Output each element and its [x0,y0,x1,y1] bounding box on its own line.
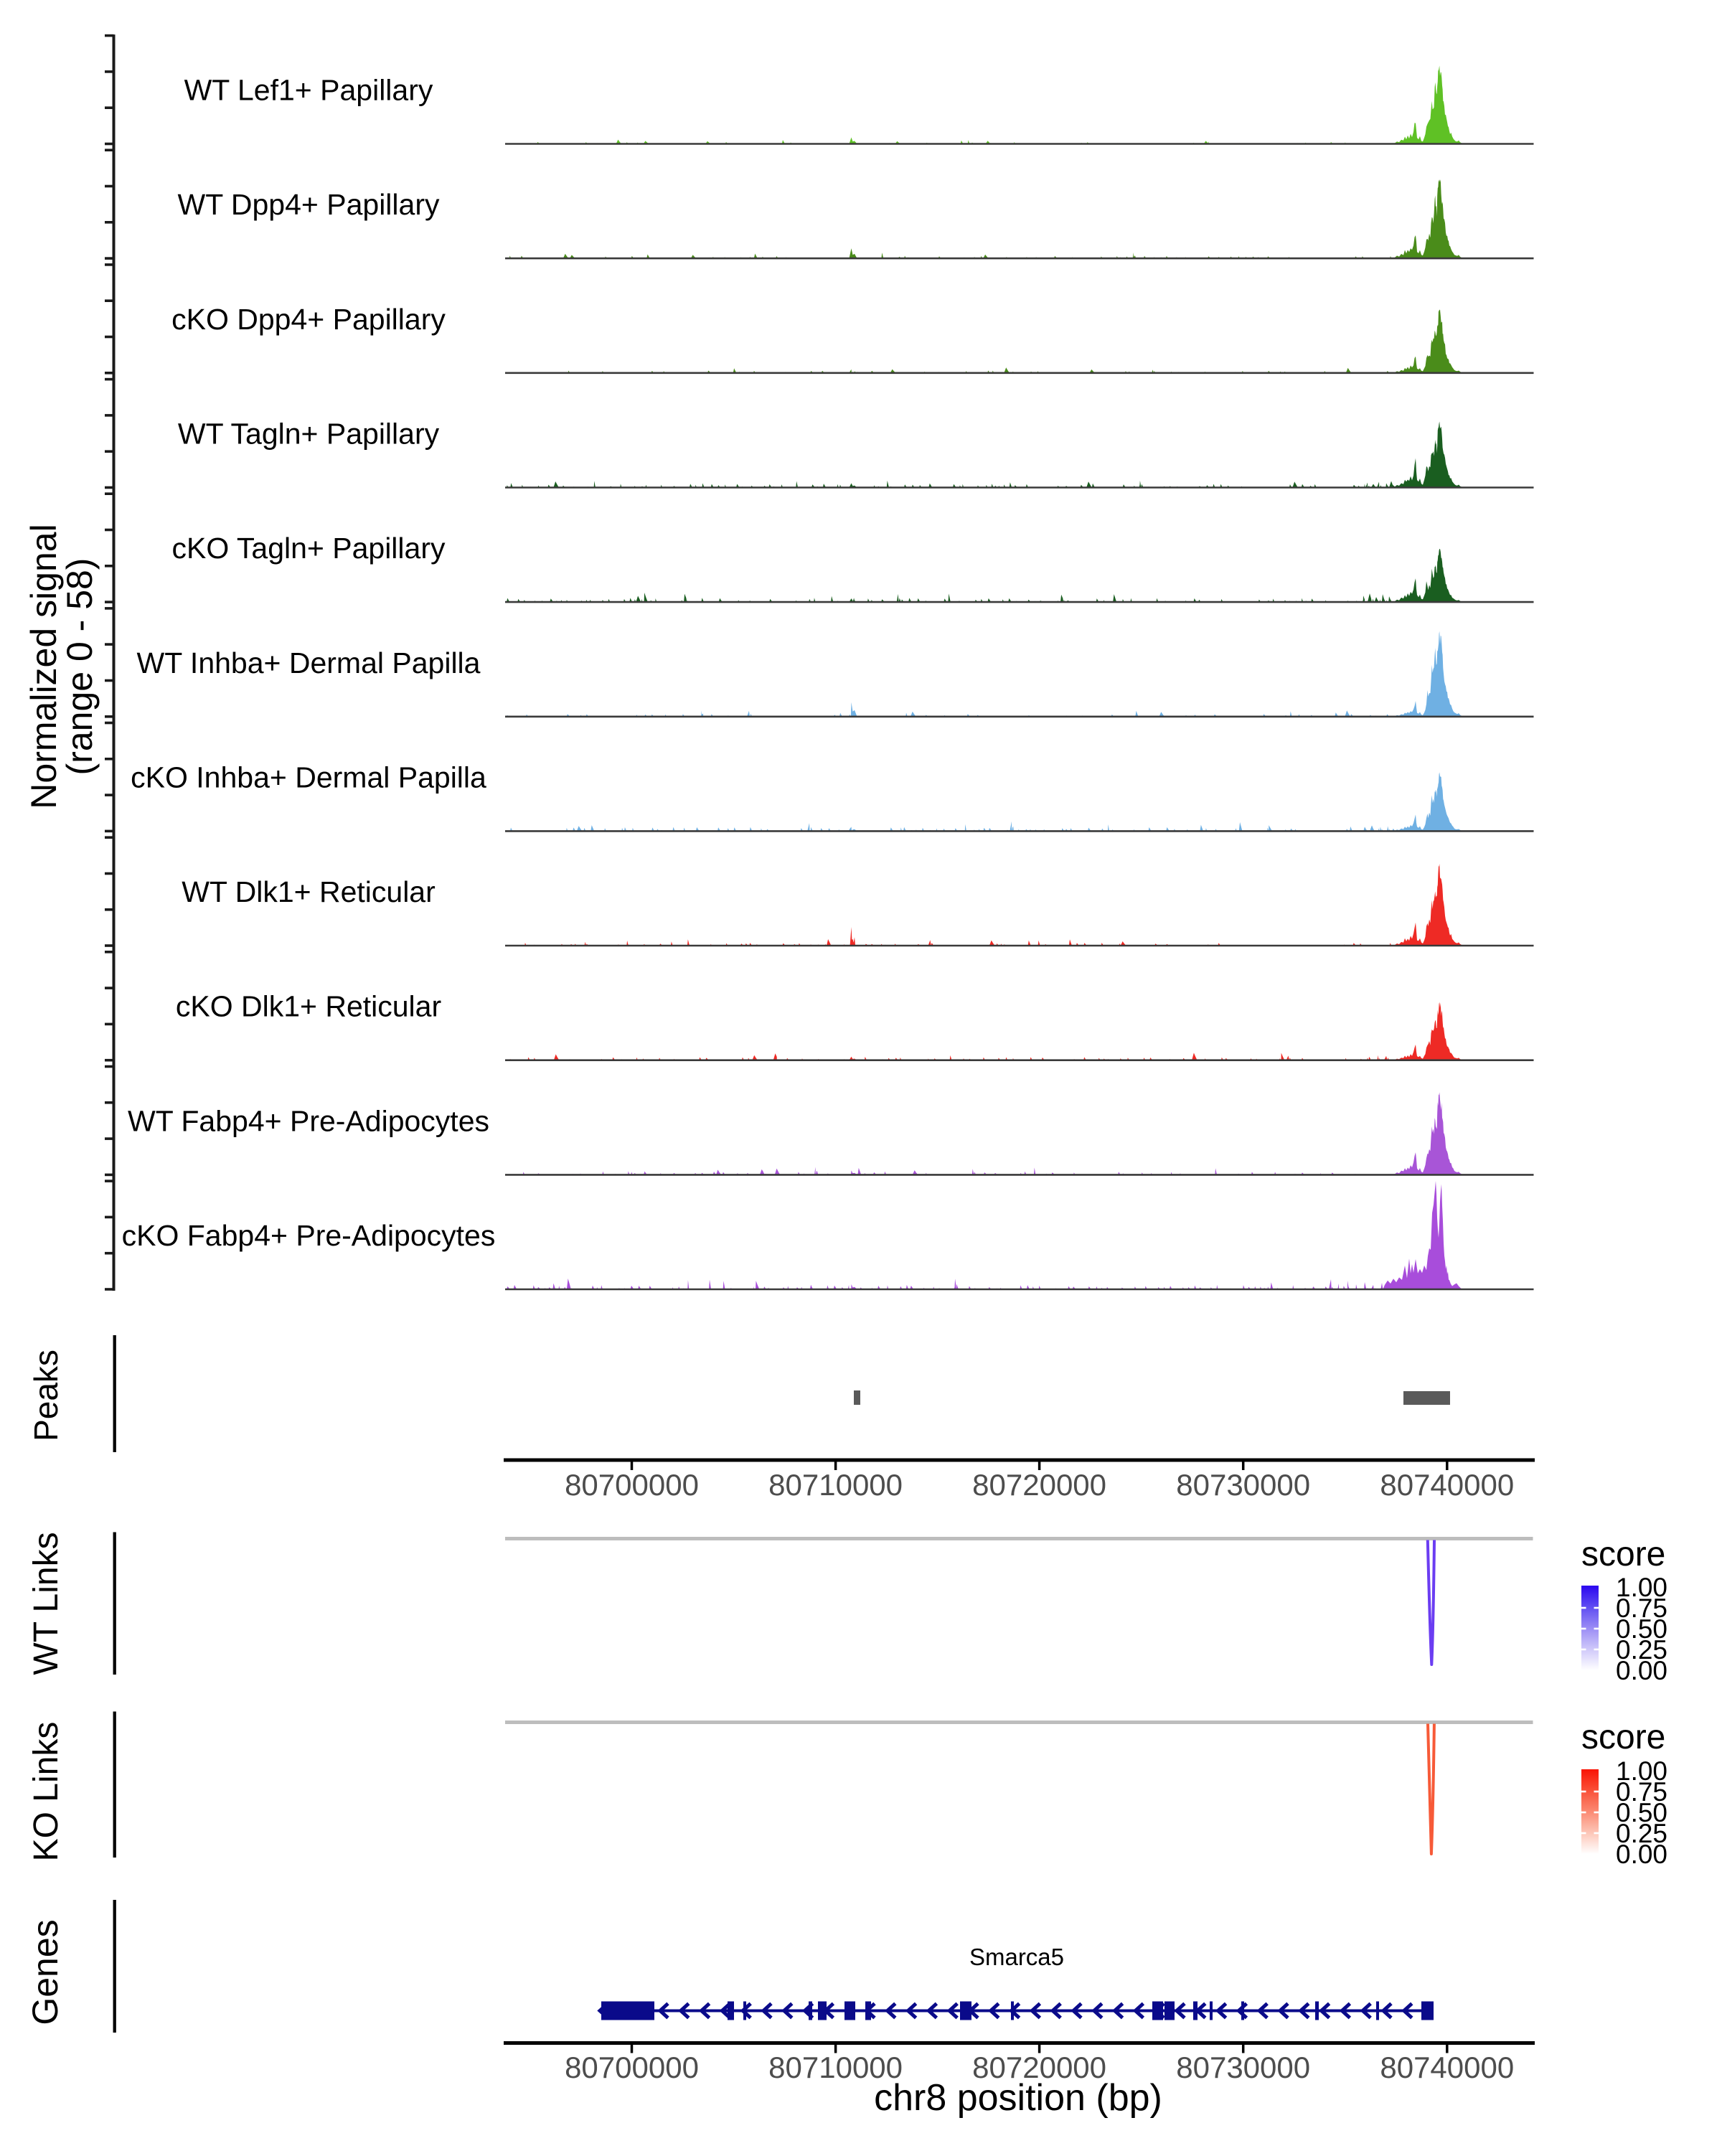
svg-text:1.00: 1.00 [1616,1756,1667,1786]
svg-text:0.00: 0.00 [1616,1656,1667,1685]
svg-text:80700000: 80700000 [565,1468,699,1502]
svg-text:chr8 position (bp): chr8 position (bp) [874,2077,1162,2119]
svg-text:cKO Inhba+ Dermal Papilla: cKO Inhba+ Dermal Papilla [131,761,486,794]
svg-text:80710000: 80710000 [768,2051,903,2084]
svg-text:WT Fabp4+ Pre-Adipocytes: WT Fabp4+ Pre-Adipocytes [128,1104,489,1137]
svg-text:score: score [1581,1718,1665,1756]
svg-text:80710000: 80710000 [768,1468,903,1502]
svg-text:(range 0 - 58): (range 0 - 58) [60,558,100,776]
svg-text:Genes: Genes [25,1919,65,2025]
svg-text:WT Inhba+ Dermal Papilla: WT Inhba+ Dermal Papilla [137,646,481,679]
svg-text:WT Lef1+ Papillary: WT Lef1+ Papillary [184,74,433,107]
svg-text:cKO Dlk1+ Reticular: cKO Dlk1+ Reticular [176,990,441,1023]
svg-text:Smarca5: Smarca5 [969,1944,1064,1970]
svg-text:0.50: 0.50 [1616,1798,1667,1827]
svg-text:80740000: 80740000 [1380,2051,1514,2084]
svg-text:score: score [1581,1535,1665,1573]
svg-text:80720000: 80720000 [972,1468,1106,1502]
svg-text:cKO Tagln+ Papillary: cKO Tagln+ Papillary [172,532,446,565]
svg-text:80700000: 80700000 [565,2051,699,2084]
svg-text:cKO Dpp4+ Papillary: cKO Dpp4+ Papillary [171,303,446,336]
svg-text:KO Links: KO Links [27,1722,65,1862]
svg-text:1.00: 1.00 [1616,1573,1667,1602]
svg-text:WT Tagln+ Papillary: WT Tagln+ Papillary [178,418,440,451]
svg-text:0.50: 0.50 [1616,1614,1667,1644]
svg-text:80730000: 80730000 [1176,1468,1310,1502]
svg-text:Peaks: Peaks [27,1350,65,1441]
svg-text:80740000: 80740000 [1380,1468,1514,1502]
svg-text:WT Dlk1+ Reticular: WT Dlk1+ Reticular [182,875,436,908]
svg-text:80730000: 80730000 [1176,2051,1310,2084]
svg-text:80720000: 80720000 [972,2051,1106,2084]
svg-text:0.75: 0.75 [1616,1594,1667,1623]
svg-text:0.75: 0.75 [1616,1777,1667,1807]
svg-text:0.25: 0.25 [1616,1635,1667,1665]
svg-text:WT Links: WT Links [27,1532,65,1675]
svg-text:0.00: 0.00 [1616,1840,1667,1869]
svg-text:0.25: 0.25 [1616,1819,1667,1848]
svg-text:Normalized signal: Normalized signal [24,524,64,809]
svg-text:cKO Fabp4+ Pre-Adipocytes: cKO Fabp4+ Pre-Adipocytes [122,1219,496,1252]
svg-text:WT Dpp4+ Papillary: WT Dpp4+ Papillary [178,188,440,221]
